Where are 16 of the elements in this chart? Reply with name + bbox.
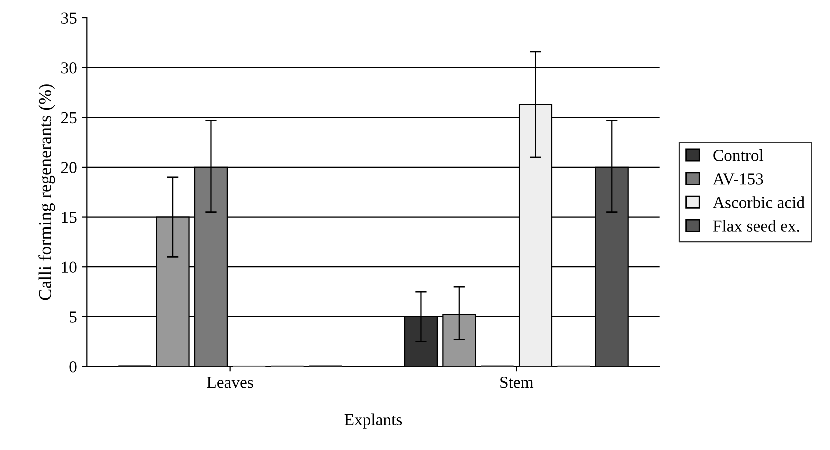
y-tick-label: 35 <box>62 12 77 24</box>
y-tick-label: 15 <box>62 212 77 224</box>
y-tick-label: 30 <box>62 62 77 74</box>
x-tick-label: Leaves <box>207 377 254 388</box>
y-axis-title: Calli forming regenerants (%) <box>38 84 56 300</box>
legend-label: Flax seed ex. <box>713 220 800 232</box>
x-axis-title: Explants <box>344 414 402 429</box>
y-tick-label: 20 <box>61 162 77 174</box>
legend-label: AV-153 <box>713 174 764 185</box>
y-tick-label: 5 <box>70 312 77 323</box>
legend-label: Ascorbic acid <box>713 196 805 208</box>
y-tick-label: 25 <box>61 112 77 124</box>
x-tick-label: Stem <box>500 377 534 388</box>
y-tick-label: 0 <box>70 361 77 373</box>
legend-label: Control <box>714 150 764 162</box>
y-tick-label: 10 <box>62 262 77 274</box>
